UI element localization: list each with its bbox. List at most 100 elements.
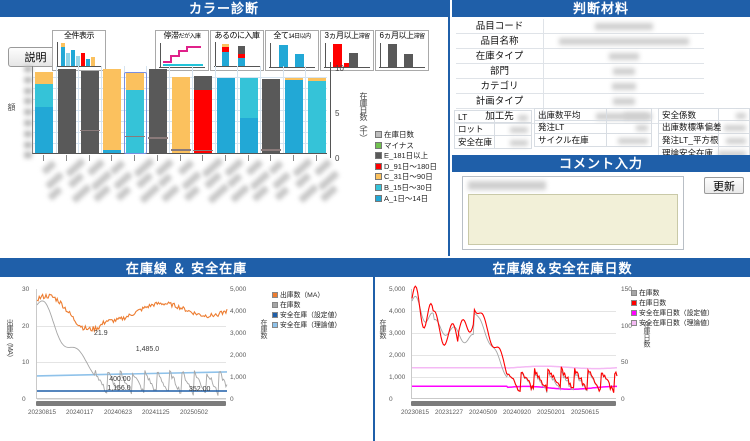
bar-legend-item[interactable]: A_1日～14日	[375, 194, 447, 205]
filter-toolbar: 説明 全件表示 停滞だが入庫	[0, 17, 448, 72]
bar-segment	[284, 79, 303, 153]
bar-column[interactable]	[194, 76, 213, 153]
redacted-value	[618, 137, 648, 144]
gridline	[146, 66, 148, 153]
br-y-tick: 4,000	[389, 308, 406, 315]
judgment-field-row: 部門	[456, 64, 704, 79]
judgment-field-label: 在庫タイプ	[456, 49, 544, 63]
bar-column[interactable]	[80, 71, 99, 153]
br-x-tick: 20250615	[571, 409, 600, 416]
x-tick	[270, 155, 272, 161]
br-legend-item[interactable]: 在庫日数	[631, 299, 714, 309]
bar-chart-right-axis: 10 5 0	[330, 62, 354, 163]
judgment-group-mid: 出庫数平均 発注LT サイクル在庫	[534, 108, 652, 147]
bar-segment	[80, 71, 99, 153]
bar-segment	[216, 78, 235, 153]
br-legend-item[interactable]: 在庫数	[631, 289, 714, 299]
filter-all-within-14days-button[interactable]: 全て14日以内	[265, 30, 319, 71]
bar-segment	[307, 80, 326, 153]
judgment-subfield-label: 発注LT	[535, 121, 607, 133]
br-y2-tick: 100	[621, 322, 632, 330]
bl-y-tick: 0	[22, 396, 26, 403]
have-but-received-icon	[214, 41, 260, 69]
legend-label: 安全在庫日数（設定値）	[639, 310, 714, 317]
filter-show-all-button[interactable]: 全件表示	[52, 30, 106, 71]
bl-y2-tick: 2,000	[230, 352, 247, 359]
bl-data-label: 352.00	[189, 385, 211, 393]
filter-over-3months-button[interactable]: 3ヵ月以上滞留	[320, 30, 374, 71]
bar-chart-y-axis-title: 額	[7, 103, 16, 111]
bl-scrollbar[interactable]	[36, 401, 226, 406]
y-tick-redacted: 00	[24, 76, 32, 84]
x-tick	[247, 155, 249, 161]
gridline	[169, 66, 171, 153]
judgment-field-row: 品目コード	[456, 19, 704, 34]
x-label-redacted	[41, 160, 57, 175]
bar-column[interactable]	[239, 78, 258, 153]
br-legend-item[interactable]: 安全在庫日数（設定値）	[631, 309, 714, 319]
redacted-value	[612, 83, 636, 90]
bar-legend-item[interactable]: E_181日以上	[375, 151, 447, 162]
judgment-field-label: 品目名称	[456, 34, 544, 48]
bar-column[interactable]	[58, 68, 77, 153]
filter-over-6months-button[interactable]: 6ヵ月以上滞留	[375, 30, 429, 71]
x-label-redacted	[65, 157, 86, 178]
br-y2-axis-title: 在庫日数	[643, 321, 650, 347]
bar-column[interactable]	[284, 78, 303, 153]
judgment-subfield-value	[718, 147, 749, 159]
bar-column[interactable]	[103, 69, 122, 153]
bar-legend-item[interactable]: マイナス	[375, 141, 447, 152]
bl-legend-item[interactable]: 安全在庫（設定値）	[272, 311, 341, 321]
bar-legend-item[interactable]: C_31日～90日	[375, 172, 447, 183]
filter-show-all-label: 全件表示	[64, 31, 95, 40]
bar-column[interactable]	[35, 72, 54, 153]
bar-column[interactable]	[171, 77, 190, 153]
bar-chart-x-labels-redacted	[40, 157, 340, 210]
br-legend-item[interactable]: 安全在庫日数（理論値）	[631, 319, 714, 329]
bar-legend-item[interactable]: 在庫日数	[375, 130, 447, 141]
judgment-subfield-value	[495, 123, 531, 135]
right-axis-tick: 10	[335, 64, 344, 73]
bl-legend-item[interactable]: 出庫数（MA）	[272, 291, 341, 301]
bar-segment	[58, 68, 77, 153]
comment-textarea[interactable]	[468, 194, 678, 245]
filter-all-14days-label: 全て14日以内	[273, 31, 311, 40]
bar-column[interactable]	[216, 78, 235, 153]
judgment-subfield-row: サイクル在庫	[534, 134, 652, 147]
judgment-subfield-value	[495, 136, 531, 148]
over-3months-icon	[324, 42, 370, 70]
legend-swatch-icon	[375, 131, 382, 138]
redacted-value	[609, 53, 639, 60]
bar-legend-item[interactable]: B_15日～30日	[375, 183, 447, 194]
redacted-value	[718, 150, 746, 157]
filter-have-but-received-button[interactable]: あるのに入庫	[210, 30, 264, 71]
bar-legend-item[interactable]: D_91日～180日	[375, 162, 447, 173]
inventory-days-marker	[261, 149, 282, 151]
x-tick	[202, 155, 204, 161]
comment-title-field[interactable]	[468, 181, 546, 190]
br-scrollbar[interactable]	[411, 401, 616, 406]
x-tick	[315, 155, 317, 161]
bar-column[interactable]	[148, 69, 167, 153]
bl-data-label: 1,485.0	[135, 346, 160, 354]
bar-column[interactable]	[262, 79, 281, 153]
bl-x-tick: 20241125	[142, 409, 170, 416]
bl-legend-item[interactable]: 安全在庫（理論値）	[272, 321, 341, 331]
bar-column[interactable]	[126, 72, 145, 153]
bl-data-label: 400.00	[109, 375, 131, 383]
bl-plot-area: 21.9 1,485.0 400.00 1,156.0 352.00	[36, 289, 228, 400]
update-button[interactable]: 更新	[704, 177, 744, 194]
filter-stagnant-but-received-button[interactable]: 停滞だが入庫	[155, 30, 209, 71]
bl-legend-item[interactable]: 在庫数	[272, 301, 341, 311]
judgment-field-value	[544, 34, 704, 48]
gridline	[214, 66, 216, 153]
y-tick-redacted: 00	[24, 141, 32, 149]
judgment-subfield-row: 発注LT_平方根	[658, 134, 750, 147]
legend-swatch-icon	[272, 302, 278, 308]
redacted-value	[510, 139, 528, 146]
br-y-axis-title: 在庫数	[379, 319, 386, 339]
bl-data-label: 1,156.0	[107, 384, 131, 392]
redacted-value	[724, 124, 746, 131]
bar-column[interactable]	[307, 78, 326, 153]
legend-swatch-icon	[631, 290, 637, 296]
